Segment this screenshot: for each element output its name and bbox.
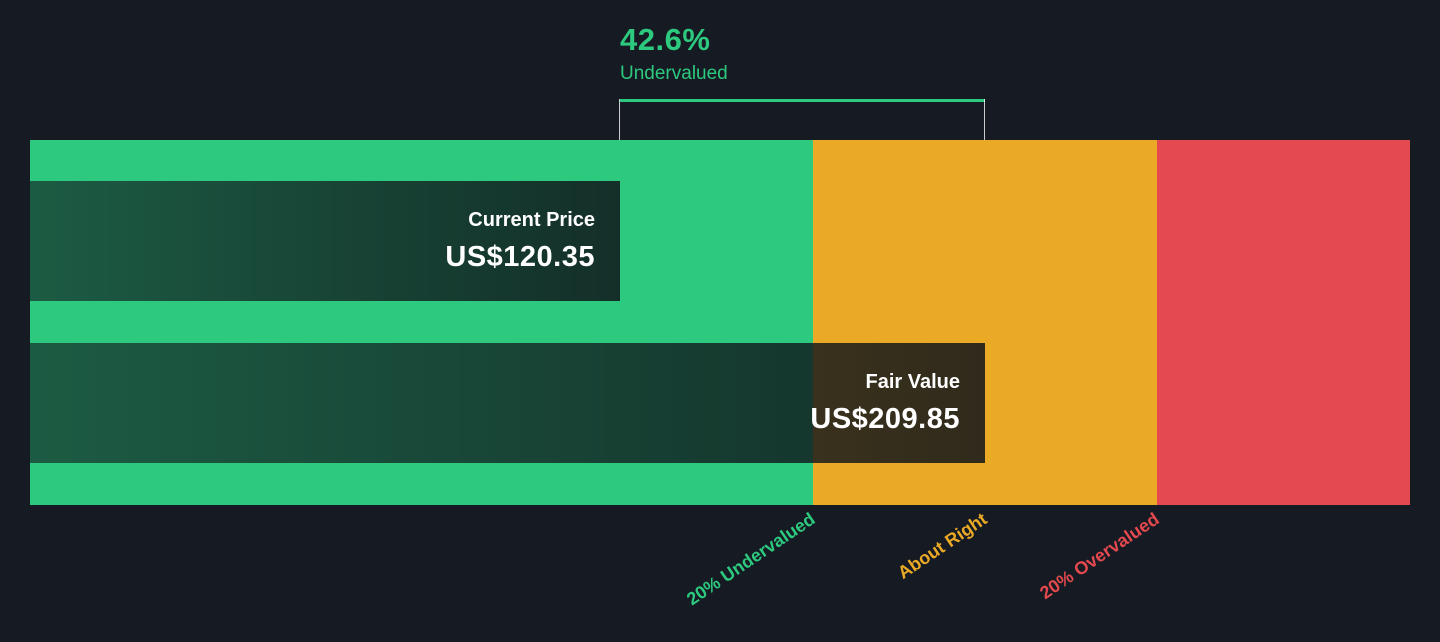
- axis-label-undervalued: 20% Undervalued: [683, 508, 819, 610]
- undervaluation-label: Undervalued: [620, 63, 728, 84]
- fair-value-bar: Fair Value US$209.85: [30, 343, 985, 463]
- axis-label-about-right: About Right: [894, 508, 991, 583]
- fair-value-value: US$209.85: [810, 402, 960, 435]
- current-price-label: Current Price: [468, 208, 595, 231]
- undervaluation-percent: 42.6%: [620, 22, 711, 57]
- valuation-band: Current Price US$120.35 Fair Value US$20…: [30, 140, 1410, 505]
- current-price-value: US$120.35: [445, 240, 595, 273]
- current-price-bar: Current Price US$120.35: [30, 181, 620, 301]
- zone-overvalued: [1157, 140, 1410, 505]
- discount-bracket-line: [620, 99, 985, 102]
- fair-value-label: Fair Value: [865, 370, 961, 393]
- axis-label-overvalued: 20% Overvalued: [1036, 508, 1163, 604]
